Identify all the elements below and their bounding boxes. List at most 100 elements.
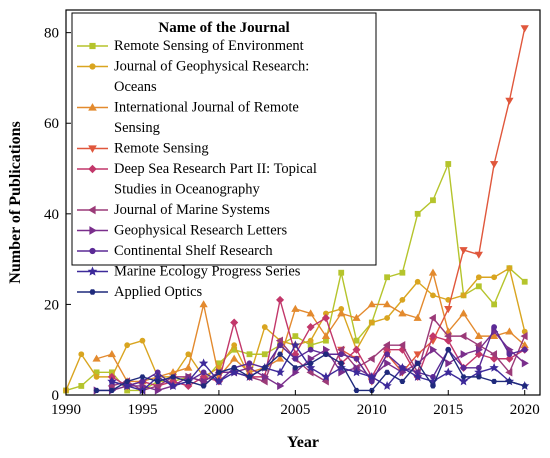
data-point xyxy=(413,313,422,321)
data-point xyxy=(398,309,407,317)
legend: Name of the Journal Remote Sensing of En… xyxy=(71,12,377,300)
data-point xyxy=(78,351,85,358)
data-point xyxy=(384,369,391,375)
data-point xyxy=(428,268,438,276)
series-layer xyxy=(63,25,530,395)
data-point xyxy=(491,274,498,281)
data-point xyxy=(338,360,345,366)
data-point xyxy=(444,306,453,314)
data-point xyxy=(185,378,192,384)
data-point xyxy=(292,365,299,371)
data-point xyxy=(246,360,253,367)
data-point xyxy=(351,367,362,377)
data-point xyxy=(352,313,361,321)
data-point xyxy=(445,359,453,368)
data-point xyxy=(521,346,528,353)
data-point xyxy=(292,333,299,340)
data-point xyxy=(520,331,528,341)
data-point xyxy=(490,331,499,340)
data-point xyxy=(336,362,346,372)
data-point xyxy=(261,365,268,371)
data-point xyxy=(399,378,406,384)
y-axis-label: Number of Publications xyxy=(7,121,24,283)
data-point xyxy=(276,295,285,304)
data-point xyxy=(506,265,513,272)
data-point xyxy=(275,354,285,362)
data-point xyxy=(445,161,452,167)
data-point xyxy=(367,354,375,363)
data-point xyxy=(214,376,224,386)
data-point xyxy=(306,362,316,372)
data-point xyxy=(108,387,115,394)
data-point xyxy=(277,381,285,391)
data-point xyxy=(397,362,408,372)
data-point xyxy=(475,274,482,281)
data-point xyxy=(367,300,376,308)
data-point xyxy=(154,386,162,395)
legend-title: Name of the Journal xyxy=(158,20,289,36)
data-point xyxy=(337,309,346,317)
data-point xyxy=(122,381,132,390)
x-tick-label: 1990 xyxy=(51,402,81,418)
data-point xyxy=(277,351,284,357)
data-point xyxy=(430,292,436,299)
legend-label: Remote Sensing xyxy=(114,141,209,157)
legend-item: Journal of Geophysical Research: Oceans xyxy=(77,59,309,95)
legend-label: Journal of Geophysical Research: xyxy=(114,59,309,75)
data-point xyxy=(338,269,345,276)
data-point xyxy=(231,342,238,349)
series-2 xyxy=(92,268,529,385)
data-point xyxy=(261,324,268,330)
legend-marker xyxy=(87,266,98,276)
data-point xyxy=(506,378,513,384)
data-point xyxy=(459,331,467,341)
x-tick-label: 2000 xyxy=(204,402,234,418)
series-line xyxy=(111,344,525,392)
legend-label: Marine Ecology Progress Series xyxy=(114,264,301,280)
data-point xyxy=(414,210,421,217)
data-point xyxy=(321,371,331,381)
data-point xyxy=(368,319,375,326)
data-point xyxy=(338,351,345,358)
data-point xyxy=(382,341,390,350)
data-point xyxy=(321,331,331,340)
data-point xyxy=(93,387,100,394)
legend-marker xyxy=(88,145,97,153)
data-point xyxy=(246,374,253,380)
data-point xyxy=(459,309,468,317)
data-point xyxy=(200,369,207,376)
data-point xyxy=(474,367,484,377)
data-point xyxy=(200,377,208,386)
legend-label: Studies in Oceanography xyxy=(114,182,261,198)
data-point xyxy=(231,365,238,371)
data-point xyxy=(292,368,300,377)
legend-label: Journal of Marine Systems xyxy=(114,202,270,218)
data-point xyxy=(290,340,300,350)
data-point xyxy=(474,331,483,340)
x-tick-label: 2020 xyxy=(510,402,540,418)
data-point xyxy=(505,354,514,363)
data-point xyxy=(229,367,239,377)
data-point xyxy=(139,337,146,344)
data-point xyxy=(93,373,100,380)
legend-label: Sensing xyxy=(114,120,160,136)
data-point xyxy=(198,358,209,368)
data-point xyxy=(291,304,300,312)
data-point xyxy=(460,374,467,380)
legend-marker xyxy=(89,247,96,255)
legend-item: Deep Sea Research Part II: Topical Studie… xyxy=(77,161,317,198)
data-point xyxy=(382,300,392,308)
data-point xyxy=(475,345,484,354)
data-point xyxy=(275,367,285,377)
data-point xyxy=(384,351,390,358)
legend-marker xyxy=(89,42,96,50)
legend-label: Continental Shelf Research xyxy=(114,243,273,259)
data-point xyxy=(185,351,192,358)
data-point xyxy=(139,374,146,380)
series-1 xyxy=(63,265,528,394)
data-point xyxy=(430,197,436,204)
data-point xyxy=(444,331,452,341)
y-tick-label: 0 xyxy=(52,388,60,404)
data-point xyxy=(307,337,314,344)
